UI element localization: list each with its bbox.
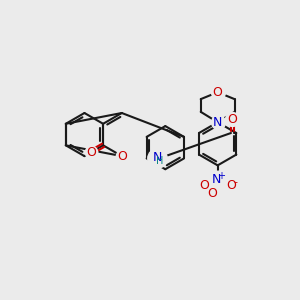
Text: O: O <box>226 179 236 192</box>
Text: N: N <box>213 116 222 129</box>
Text: -: - <box>233 177 237 187</box>
Text: O: O <box>117 150 127 163</box>
Text: O: O <box>227 113 237 126</box>
Text: H: H <box>156 156 164 166</box>
Text: +: + <box>217 171 225 181</box>
Text: O: O <box>200 179 209 192</box>
Text: N: N <box>212 173 221 186</box>
Text: O: O <box>213 86 223 99</box>
Text: O: O <box>86 146 96 159</box>
Text: O: O <box>117 150 127 163</box>
Text: N: N <box>153 151 162 164</box>
Text: O: O <box>86 146 96 159</box>
Text: O: O <box>207 187 217 200</box>
